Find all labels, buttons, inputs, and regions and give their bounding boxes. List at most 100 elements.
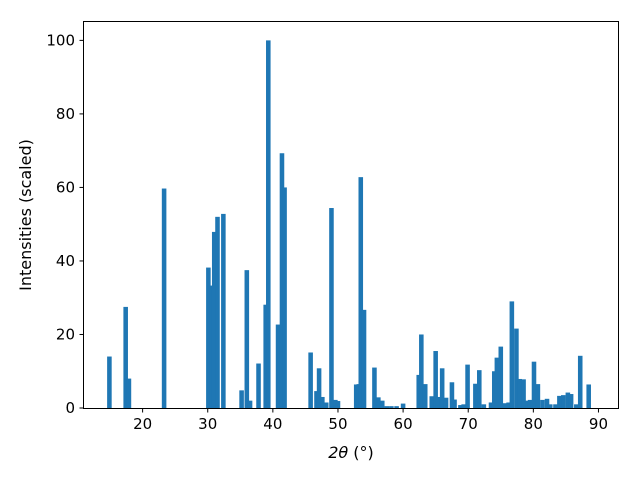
x-tick-label: 70 [459,415,478,433]
bar-12 [256,363,261,408]
bar-66 [535,384,541,408]
bar-4 [206,267,211,408]
bar-33 [384,406,390,408]
bar-40 [429,396,435,408]
y-tick-label: 100 [46,31,75,49]
bar-19 [314,391,319,408]
x-axis-label-main: 2θ [328,443,348,462]
x-tick-label: 90 [589,415,608,433]
bar-42 [435,396,441,408]
x-axis-label-unit: (°) [353,443,373,462]
bar-62 [521,379,526,408]
x-axis-ticks: 20 30 40 50 60 70 80 90 [133,408,608,433]
bar-36 [400,403,406,408]
bar-59 [509,301,515,408]
bar-11 [247,400,253,408]
bar-63 [525,400,530,408]
bar-3 [161,188,167,408]
bar-39 [422,384,428,408]
bar-7 [215,216,220,408]
bar-22 [323,402,329,408]
bar-23 [329,208,334,408]
bar-34 [389,406,394,408]
plot-frame [83,21,619,409]
x-tick-label: 20 [133,415,152,433]
bar-38 [419,334,424,408]
bar-46 [452,399,457,408]
bar-29 [361,309,367,408]
bar-69 [547,404,553,408]
bar-47 [458,405,463,408]
bar-2 [126,378,132,408]
x-tick-label: 60 [394,415,413,433]
bar-37 [416,374,422,408]
bar-51 [477,370,482,408]
bar-25 [335,401,341,408]
y-axis-ticks: 0 20 40 60 80 100 [46,31,84,417]
bar-8 [221,213,226,408]
y-tick-label: 80 [56,105,75,123]
bar-67 [540,399,545,408]
bar-20 [316,368,322,408]
bar-9 [239,390,244,408]
bar-1 [123,306,128,408]
y-tick-label: 0 [65,399,75,417]
bar-0 [107,356,112,408]
bar-31 [376,397,381,408]
bar-61 [517,378,522,408]
bar-5 [209,285,214,408]
bar-18 [308,352,313,408]
bar-71 [557,395,562,408]
bar-54 [491,371,497,408]
bar-64 [527,399,533,408]
bar-24 [333,399,338,408]
y-tick-label: 20 [56,325,75,343]
bar-72 [561,395,566,408]
bar-70 [553,404,558,408]
bar-10 [244,270,250,408]
bar-43 [439,368,445,408]
x-tick-label: 30 [198,415,217,433]
y-axis-label: Intensities (scaled) [16,139,35,291]
bar-53 [488,402,494,408]
bar-15 [275,324,281,408]
bar-14 [266,40,271,408]
bar-65 [531,361,537,408]
bar-17 [282,187,287,408]
bar-48 [461,404,466,408]
bar-21 [320,396,325,408]
bar-32 [379,400,385,408]
bar-56 [498,346,504,408]
bar-13 [263,304,268,408]
x-tick-label: 50 [328,415,347,433]
bar-68 [544,398,550,408]
bar-75 [574,404,579,408]
bar-44 [443,397,449,408]
bar-73 [565,392,571,408]
bar-28 [358,177,364,408]
bar-6 [211,231,217,408]
bar-77 [586,384,591,408]
bar-57 [502,403,507,408]
x-tick-label: 40 [263,415,282,433]
y-tick-label: 60 [56,178,75,196]
bar-58 [506,402,511,408]
bar-45 [449,382,455,408]
x-tick-label: 80 [524,415,543,433]
bar-26 [353,384,359,408]
bar-52 [481,404,487,408]
bar-49 [465,364,470,408]
bar-74 [568,394,574,408]
bar-series [107,40,591,408]
x-axis-label: 2θ (°) [328,443,374,462]
bar-55 [494,357,500,408]
bar-76 [577,355,583,408]
bar-50 [473,383,478,408]
bar-35 [394,406,399,408]
bar-41 [433,351,438,408]
y-tick-label: 40 [56,252,75,270]
bar-30 [372,367,377,408]
bar-60 [514,328,519,408]
bar-16 [279,153,285,408]
